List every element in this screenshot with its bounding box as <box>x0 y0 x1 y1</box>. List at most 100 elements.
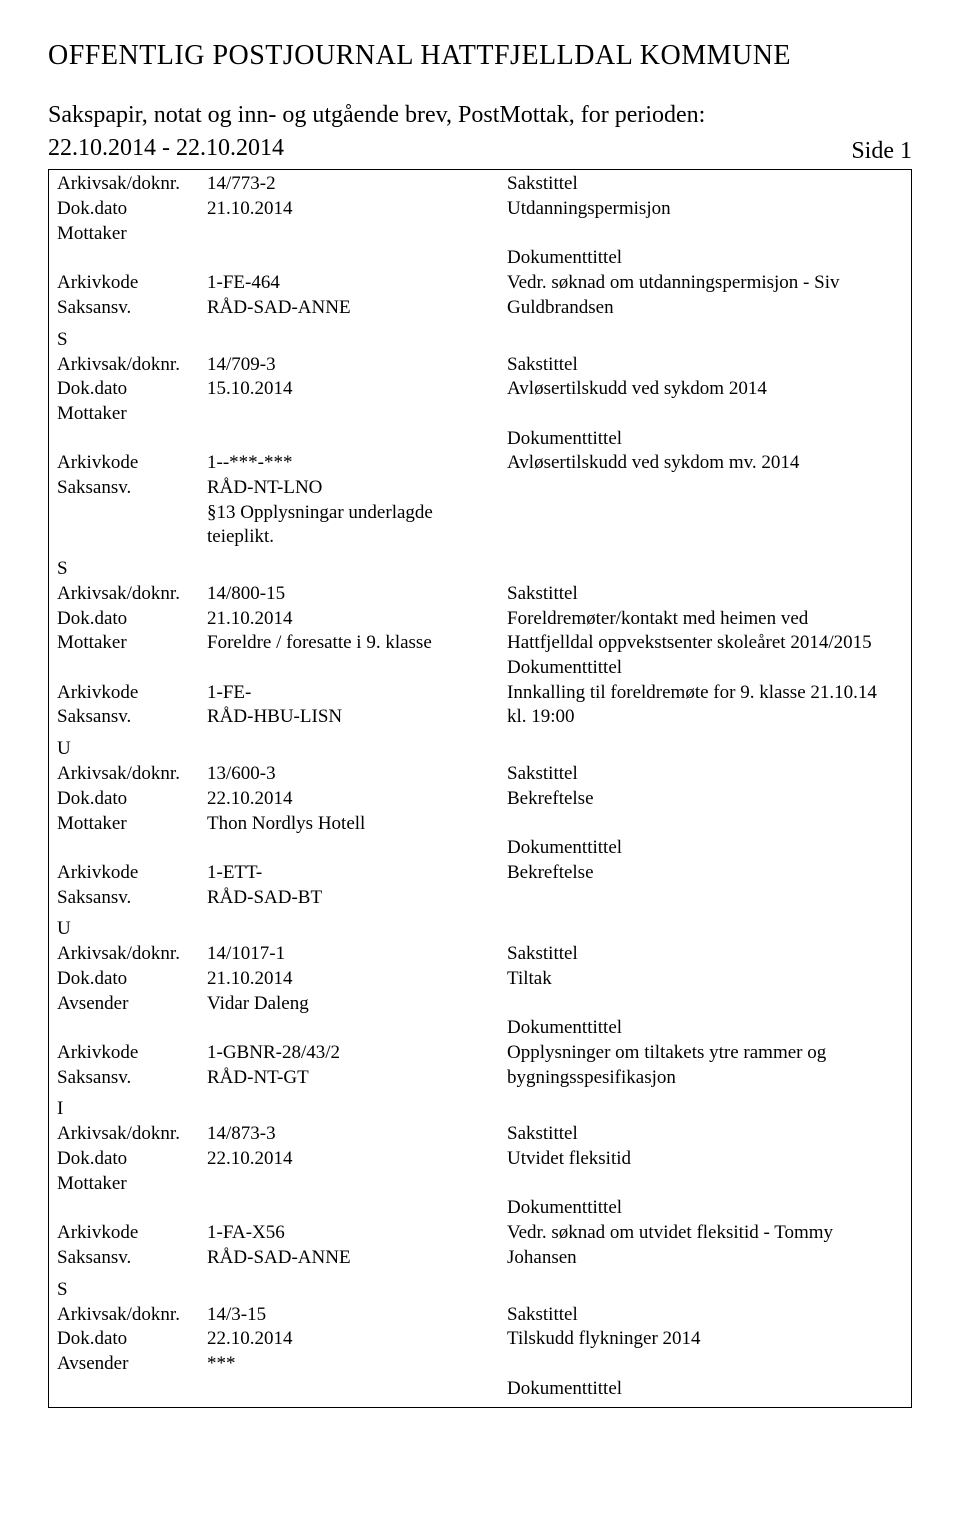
record: Arkivsak/doknr.14/3-15SakstittelDok.dato… <box>49 1301 911 1408</box>
arkivsak-value: 14/1017-1 <box>207 942 507 967</box>
party-label: Mottaker <box>57 631 207 656</box>
arkivsak-value: 14/709-3 <box>207 353 507 378</box>
arkivkode-value: 1-GBNR-28/43/2 <box>207 1041 507 1066</box>
arkivkode-text: Innkalling til foreldremøte for 9. klass… <box>507 681 903 706</box>
saksansv-text: Johansen <box>507 1246 903 1271</box>
dokdato-label: Dok.dato <box>57 1327 207 1352</box>
arkivkode-value: 1-ETT- <box>207 861 507 886</box>
saksansv-value: RÅD-NT-LNO <box>207 476 507 501</box>
page-subtitle-line1: Sakspapir, notat og inn- og utgående bre… <box>48 100 912 131</box>
saksansv-label: Saksansv. <box>57 886 207 911</box>
dokdato-value: 22.10.2014 <box>207 787 507 812</box>
sakstittel-label: Sakstittel <box>507 172 903 197</box>
dokdato-label: Dok.dato <box>57 197 207 222</box>
extra-line: teieplikt. <box>207 525 903 550</box>
dokdato-label: Dok.dato <box>57 967 207 992</box>
dokdato-value: 15.10.2014 <box>207 377 507 402</box>
record: Arkivsak/doknr.14/1017-1SakstittelDok.da… <box>49 940 911 1096</box>
arkivsak-label: Arkivsak/doknr. <box>57 582 207 607</box>
saksansv-value: RÅD-NT-GT <box>207 1066 507 1091</box>
sakstittel-value: Tilskudd flykninger 2014 <box>507 1327 903 1352</box>
dokumenttittel-label: Dokumenttittel <box>507 836 903 861</box>
saksansv-value: RÅD-HBU-LISN <box>207 705 507 730</box>
party-label: Mottaker <box>57 1172 207 1197</box>
record: Arkivsak/doknr.14/873-3SakstittelDok.dat… <box>49 1120 911 1276</box>
sakstittel-label: Sakstittel <box>507 353 903 378</box>
party-label: Avsender <box>57 1352 207 1377</box>
dokdato-label: Dok.dato <box>57 377 207 402</box>
dokumenttittel-label: Dokumenttittel <box>507 1377 903 1402</box>
saksansv-value: RÅD-SAD-BT <box>207 886 507 911</box>
saksansv-text: kl. 19:00 <box>507 705 903 730</box>
record-type-letter: U <box>49 916 911 940</box>
arkivkode-text: Vedr. søknad om utdanningspermisjon - Si… <box>507 271 903 296</box>
sakstittel-label: Sakstittel <box>507 582 903 607</box>
record-type-letter: I <box>49 1096 911 1120</box>
arkivkode-label: Arkivkode <box>57 861 207 886</box>
dokdato-label: Dok.dato <box>57 607 207 632</box>
sakstittel-value: Foreldremøter/kontakt med heimen ved <box>507 607 903 632</box>
saksansv-label: Saksansv. <box>57 705 207 730</box>
record: Arkivsak/doknr.13/600-3SakstittelDok.dat… <box>49 760 911 916</box>
dokdato-value: 22.10.2014 <box>207 1147 507 1172</box>
party-value: Thon Nordlys Hotell <box>207 812 507 837</box>
arkivsak-label: Arkivsak/doknr. <box>57 172 207 197</box>
party-label: Avsender <box>57 992 207 1017</box>
arkivsak-value: 14/3-15 <box>207 1303 507 1328</box>
party-value: Foreldre / foresatte i 9. klasse <box>207 631 507 656</box>
record-type-letter: S <box>49 327 911 351</box>
record: Arkivsak/doknr.14/709-3Sakstittel Dok.dat… <box>49 351 911 557</box>
dokdato-value: 21.10.2014 <box>207 967 507 992</box>
party-label: Mottaker <box>57 402 207 427</box>
arkivkode-text: Avløsertilskudd ved sykdom mv. 2014 <box>507 451 903 476</box>
party-extra: Hattfjelldal oppvekstsenter skoleåret 20… <box>507 631 903 656</box>
arkivkode-value: 1-FA-X56 <box>207 1221 507 1246</box>
records-container: Arkivsak/doknr.14/773-2SakstittelDok.dat… <box>48 169 912 1408</box>
saksansv-label: Saksansv. <box>57 476 207 501</box>
dokdato-value: 21.10.2014 <box>207 197 507 222</box>
record: Arkivsak/doknr.14/773-2Sakstittel Dok.dat… <box>49 170 911 326</box>
saksansv-value: RÅD-SAD-ANNE <box>207 296 507 321</box>
dokdato-label: Dok.dato <box>57 787 207 812</box>
record-type-letter: S <box>49 1277 911 1301</box>
record-type-letter: S <box>49 556 911 580</box>
arkivsak-label: Arkivsak/doknr. <box>57 762 207 787</box>
arkivkode-label: Arkivkode <box>57 1221 207 1246</box>
dokumenttittel-label: Dokumenttittel <box>507 427 903 452</box>
dokumenttittel-label: Dokumenttittel <box>507 1016 903 1041</box>
arkivkode-label: Arkivkode <box>57 681 207 706</box>
party-label: Mottaker <box>57 222 207 247</box>
party-label: Mottaker <box>57 812 207 837</box>
arkivkode-value: 1-FE- <box>207 681 507 706</box>
arkivkode-value: 1--***-*** <box>207 451 507 476</box>
arkivkode-value: 1-FE-464 <box>207 271 507 296</box>
page-main-title: OFFENTLIG POSTJOURNAL HATTFJELLDAL KOMMU… <box>48 40 912 72</box>
party-value: Vidar Daleng <box>207 992 507 1017</box>
saksansv-label: Saksansv. <box>57 296 207 321</box>
arkivsak-label: Arkivsak/doknr. <box>57 942 207 967</box>
dokumenttittel-label: Dokumenttittel <box>507 1196 903 1221</box>
dokdato-label: Dok.dato <box>57 1147 207 1172</box>
arkivsak-value: 13/600-3 <box>207 762 507 787</box>
arkivkode-text: Bekreftelse <box>507 861 903 886</box>
saksansv-value: RÅD-SAD-ANNE <box>207 1246 507 1271</box>
party-value: *** <box>207 1352 507 1377</box>
arkivsak-label: Arkivsak/doknr. <box>57 1122 207 1147</box>
dokumenttittel-label: Dokumenttittel <box>507 246 903 271</box>
arkivkode-text: Opplysninger om tiltakets ytre rammer og <box>507 1041 903 1066</box>
record: Arkivsak/doknr.14/800-15SakstittelDok.da… <box>49 580 911 736</box>
saksansv-label: Saksansv. <box>57 1246 207 1271</box>
sakstittel-value: Utvidet fleksitid <box>507 1147 903 1172</box>
arkivsak-value: 14/873-3 <box>207 1122 507 1147</box>
arkivsak-label: Arkivsak/doknr. <box>57 1303 207 1328</box>
dokdato-value: 21.10.2014 <box>207 607 507 632</box>
arkivsak-value: 14/773-2 <box>207 172 507 197</box>
dokdato-value: 22.10.2014 <box>207 1327 507 1352</box>
arkivsak-label: Arkivsak/doknr. <box>57 353 207 378</box>
record-type-letter: U <box>49 736 911 760</box>
sakstittel-value: Avløsertilskudd ved sykdom 2014 <box>507 377 903 402</box>
dokumenttittel-label: Dokumenttittel <box>507 656 903 681</box>
saksansv-label: Saksansv. <box>57 1066 207 1091</box>
arkivkode-label: Arkivkode <box>57 271 207 296</box>
saksansv-text: bygningsspesifikasjon <box>507 1066 903 1091</box>
